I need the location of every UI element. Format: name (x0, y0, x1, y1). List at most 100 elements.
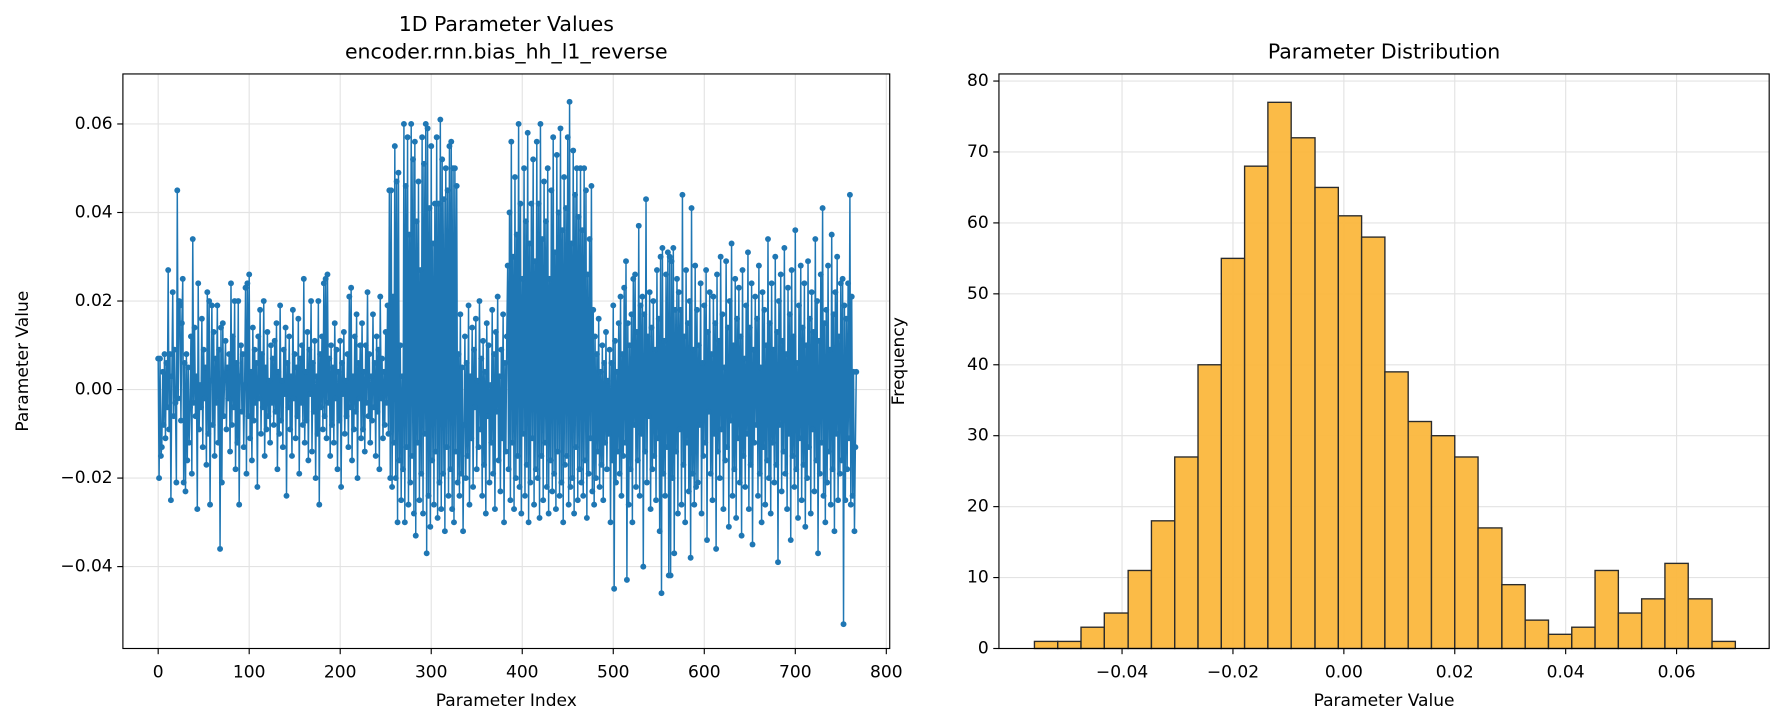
data-point (401, 519, 408, 526)
data-point (816, 337, 822, 344)
histogram-bar (1477, 527, 1503, 650)
data-point (238, 342, 244, 349)
data-point (194, 506, 201, 513)
data-point (451, 165, 458, 172)
data-point (280, 346, 287, 353)
x-tick-label: 0 (153, 662, 164, 682)
data-point (437, 116, 444, 123)
data-point (670, 244, 677, 251)
data-point (312, 475, 319, 482)
data-point (705, 408, 712, 415)
data-point (230, 404, 237, 411)
x-tick-label: 400 (506, 662, 539, 682)
data-point (310, 408, 317, 415)
data-point (444, 187, 451, 194)
data-point (815, 550, 822, 557)
x-tick-label: 800 (870, 662, 903, 682)
data-point (601, 360, 608, 366)
data-point (403, 444, 410, 451)
data-point (563, 452, 570, 459)
data-point (787, 537, 794, 544)
data-point (278, 377, 285, 384)
data-point (239, 351, 246, 358)
data-point (250, 417, 257, 424)
data-point (156, 475, 163, 482)
data-point (495, 457, 502, 464)
data-point (652, 346, 659, 353)
data-point (474, 377, 481, 384)
data-point (277, 302, 284, 309)
data-point (634, 457, 641, 464)
data-point (445, 492, 452, 499)
data-point (544, 165, 551, 172)
data-point (370, 311, 376, 318)
data-point (683, 267, 690, 273)
data-point (352, 408, 359, 415)
data-point (475, 444, 482, 451)
data-point (594, 448, 601, 455)
y-tick-label: 60 (967, 213, 989, 233)
data-point (185, 364, 192, 371)
histogram-bar (1711, 640, 1737, 650)
data-point (781, 244, 788, 251)
data-point (833, 430, 840, 437)
data-point (541, 178, 548, 185)
data-point (806, 315, 813, 322)
data-point (615, 320, 622, 327)
data-point (182, 488, 189, 495)
data-point (418, 470, 425, 477)
data-point (593, 475, 599, 482)
data-point (482, 510, 489, 517)
data-point (687, 554, 694, 561)
data-point (525, 519, 532, 526)
data-point (722, 457, 729, 464)
data-point (701, 302, 708, 309)
data-point (447, 466, 454, 473)
data-point (426, 205, 433, 212)
data-point (294, 413, 301, 420)
data-point (624, 320, 631, 327)
data-point (339, 360, 345, 366)
data-point (566, 98, 573, 105)
data-point (350, 426, 357, 433)
data-point (493, 408, 500, 415)
data-point (262, 364, 269, 371)
plot-area (155, 98, 860, 628)
data-point (698, 510, 705, 517)
data-point (779, 337, 786, 344)
data-point (536, 514, 543, 521)
data-point (281, 391, 288, 397)
histogram-bar (1617, 612, 1643, 650)
data-point (257, 306, 264, 313)
data-point (565, 501, 572, 508)
data-point (369, 417, 376, 424)
data-point (263, 426, 270, 433)
data-point (290, 395, 297, 402)
data-point (229, 333, 236, 340)
data-point (388, 187, 395, 194)
data-point (790, 333, 797, 340)
data-point (434, 514, 441, 521)
data-point (697, 280, 704, 287)
data-point (459, 364, 466, 371)
data-point (175, 395, 182, 402)
data-point (595, 315, 602, 322)
histogram-bar (1640, 598, 1666, 650)
data-point (610, 302, 617, 309)
data-point (700, 452, 707, 459)
data-point (709, 497, 716, 504)
data-point (853, 368, 860, 375)
data-point (532, 466, 539, 473)
data-point (792, 227, 799, 234)
data-point (391, 143, 398, 150)
data-point (429, 457, 436, 464)
data-point (617, 293, 624, 300)
data-point (500, 311, 507, 318)
data-point (735, 284, 742, 291)
data-point (605, 430, 612, 437)
data-point (430, 501, 437, 508)
data-point (503, 333, 510, 340)
data-point (305, 457, 312, 464)
data-point (279, 444, 286, 451)
data-point (488, 439, 495, 446)
